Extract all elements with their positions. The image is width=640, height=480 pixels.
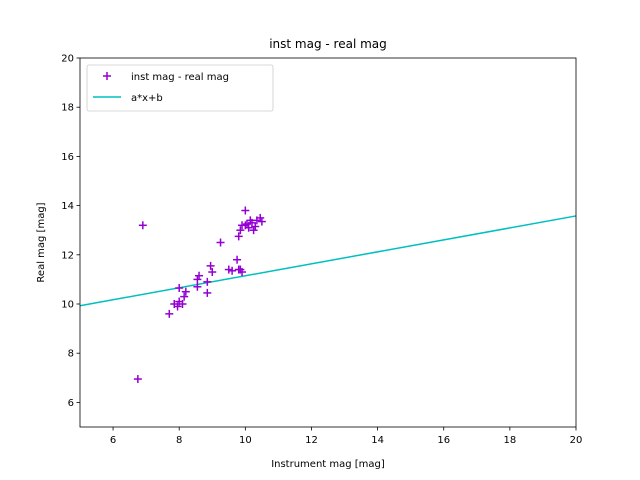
y-tick-label: 20 (61, 54, 74, 65)
scatter-point (193, 275, 202, 284)
legend-label-fit: a*x+b (131, 93, 163, 104)
scatter-point (234, 232, 243, 241)
scatter-point (203, 277, 212, 286)
x-tick-label: 16 (437, 435, 450, 446)
y-tick-label: 12 (61, 250, 74, 261)
scatter-point (238, 268, 247, 277)
scatter-point (241, 206, 250, 215)
y-tick-label: 10 (61, 300, 74, 311)
scatter-point (180, 292, 189, 301)
scatter-point (244, 223, 253, 232)
scatter-point (133, 375, 142, 384)
scatter-point (138, 221, 147, 230)
scatter-point (228, 266, 237, 275)
x-tick-label: 8 (176, 435, 182, 446)
scatter-point (203, 288, 212, 297)
axes-frame (79, 57, 577, 428)
legend: inst mag - real mag a*x+b (86, 64, 274, 112)
x-tick-label: 20 (570, 435, 583, 446)
x-tick-label: 14 (371, 435, 384, 446)
scatter-point (181, 287, 190, 296)
x-axis: 6 8 10 12 14 16 18 20 (110, 427, 582, 446)
scatter-point (249, 226, 258, 235)
scatter-point (216, 238, 225, 247)
legend-label-scatter: inst mag - real mag (131, 72, 229, 83)
scatter-point (236, 226, 245, 235)
plot-area (79, 206, 577, 384)
scatter-point (165, 309, 174, 318)
scatter-point (193, 282, 202, 291)
x-tick-label: 18 (503, 435, 516, 446)
x-tick-label: 6 (110, 435, 116, 446)
legend-scatter-marker (103, 72, 111, 80)
scatter-point (206, 261, 215, 270)
scatter-point (233, 255, 242, 264)
scatter-point (195, 271, 204, 280)
scatter-point (175, 284, 184, 293)
scatter-point (257, 217, 266, 226)
scatter-point (256, 213, 265, 222)
y-axis: 6 8 10 12 14 16 18 20 (61, 54, 80, 409)
scatter-point (173, 302, 182, 311)
x-tick-label: 12 (305, 435, 318, 446)
x-tick-label: 10 (239, 435, 252, 446)
chart-title: inst mag - real mag (269, 37, 387, 51)
scatter-point (251, 222, 260, 231)
legend-frame (86, 64, 274, 112)
x-axis-label: Instrument mag [mag] (271, 459, 385, 470)
fit-line (79, 215, 577, 307)
y-tick-label: 14 (61, 201, 74, 212)
y-tick-label: 16 (61, 152, 74, 163)
y-tick-label: 8 (68, 349, 74, 360)
y-tick-label: 6 (68, 398, 74, 409)
y-axis-label: Real mag [mag] (36, 202, 47, 282)
scatter-point (178, 300, 187, 308)
scatter-point (208, 268, 217, 277)
y-tick-label: 18 (61, 103, 74, 114)
